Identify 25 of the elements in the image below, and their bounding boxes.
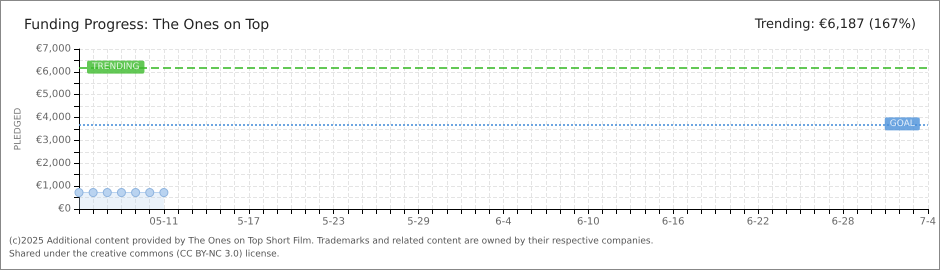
- x-tick-label: 6-10: [576, 216, 600, 228]
- text: Shared under the creative commons (CC BY-NC 3.0) license.: [9, 250, 280, 260]
- x-tick-label: 6-22: [746, 216, 770, 228]
- y-tick-label: €6,000: [36, 66, 71, 78]
- y-tick-label: €3,000: [36, 134, 71, 146]
- y-axis-title: PLEDGED: [14, 108, 24, 150]
- x-tick-label: 6-4: [495, 216, 512, 228]
- ref-line-label: TRENDING: [91, 62, 140, 72]
- x-tick-label: 5-29: [407, 216, 430, 228]
- text: (c)2025 Additional content provided by The Ones on Top Short Film. Trademarks and related content are owned by their respective companies.: [9, 236, 654, 246]
- text: Trending: €6,187 (167%): [754, 17, 916, 32]
- y-tick-label: €1,000: [36, 180, 71, 192]
- x-tick-label: 7-4: [920, 216, 936, 228]
- y-tick-label: €4,000: [36, 112, 71, 124]
- x-tick-label: 6-28: [832, 216, 854, 228]
- chart-title: Funding Progress: The Ones on Top: [24, 17, 270, 33]
- y-tick-label: €0: [58, 204, 71, 214]
- x-tick-label: 05-11: [149, 216, 178, 228]
- x-tick-label: 5-23: [322, 216, 345, 228]
- y-tick-label: €5,000: [36, 89, 71, 100]
- y-tick-label: €7,000: [36, 44, 71, 54]
- x-tick-label: 5-17: [237, 216, 260, 228]
- ref-line-label: GOAL: [890, 118, 915, 129]
- x-tick-label: 6-16: [662, 216, 685, 228]
- y-tick-label: €2,000: [36, 158, 71, 169]
